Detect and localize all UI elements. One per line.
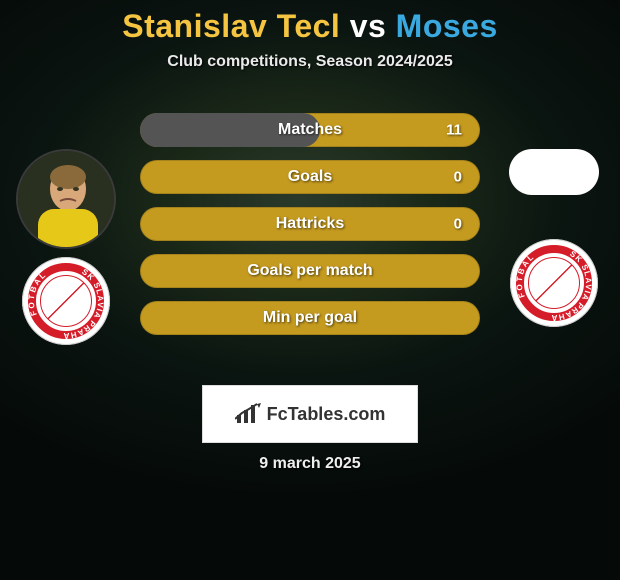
player1-club-badge: SK SLAVIA PRAHA FOTBAL <box>22 257 110 345</box>
stat-row-matches: Matches 11 <box>140 113 480 147</box>
stat-right-value: 11 <box>446 122 462 139</box>
svg-text:SK SLAVIA PRAHA: SK SLAVIA PRAHA <box>551 249 592 321</box>
stat-label: Min per goal <box>263 309 357 327</box>
stat-label: Matches <box>278 121 342 139</box>
stat-bars: Matches 11 Goals 0 Hattricks 0 Goals per… <box>140 113 480 335</box>
svg-text:FOTBAL: FOTBAL <box>28 270 49 318</box>
stat-row-hattricks: Hattricks 0 <box>140 207 480 241</box>
chart-icon <box>235 403 261 425</box>
player1-name: Stanislav Tecl <box>122 8 340 44</box>
player2-name: Moses <box>396 8 498 44</box>
stat-right-value: 0 <box>454 169 462 186</box>
stat-row-goals-per-match: Goals per match <box>140 254 480 288</box>
left-column: SK SLAVIA PRAHA FOTBAL <box>10 113 122 345</box>
player2-club-badge: SK SLAVIA PRAHA FOTBAL <box>510 239 598 327</box>
svg-text:FOTBAL: FOTBAL <box>516 252 537 300</box>
watermark: FcTables.com <box>202 385 418 443</box>
stat-label: Goals per match <box>247 262 372 280</box>
date: 9 march 2025 <box>0 455 620 473</box>
stat-row-goals: Goals 0 <box>140 160 480 194</box>
stat-row-min-per-goal: Min per goal <box>140 301 480 335</box>
svg-text:SK SLAVIA PRAHA: SK SLAVIA PRAHA <box>63 267 104 339</box>
stat-right-value: 0 <box>454 216 462 233</box>
page-title: Stanislav Tecl vs Moses <box>0 0 620 45</box>
player2-photo-placeholder <box>509 149 599 195</box>
stat-label: Goals <box>288 168 332 186</box>
vs-label: vs <box>350 8 387 44</box>
player1-photo <box>16 149 116 249</box>
right-column: SK SLAVIA PRAHA FOTBAL <box>498 113 610 327</box>
stat-label: Hattricks <box>276 215 344 233</box>
comparison-content: SK SLAVIA PRAHA FOTBAL Matches 11 Goals … <box>0 113 620 345</box>
subtitle: Club competitions, Season 2024/2025 <box>0 53 620 71</box>
watermark-text: FcTables.com <box>267 404 386 425</box>
